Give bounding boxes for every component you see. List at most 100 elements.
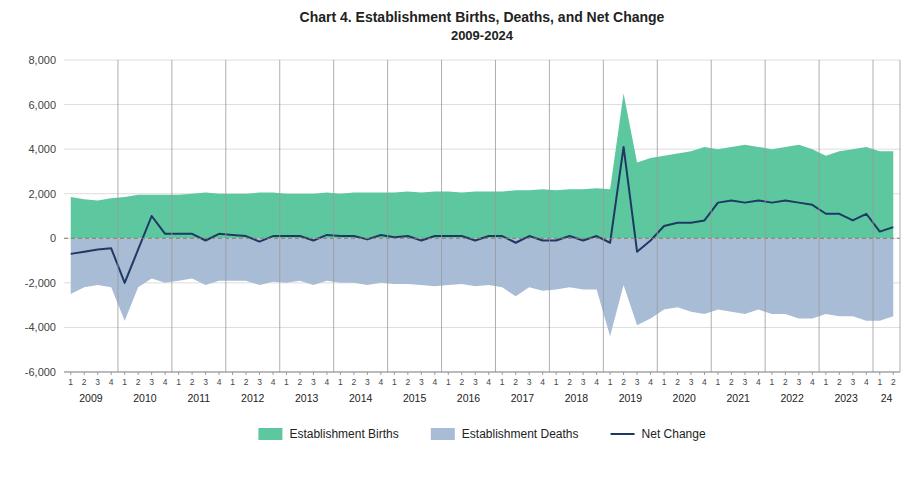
zero-line <box>64 238 900 239</box>
x-tick-label: 2 <box>136 377 141 387</box>
x-tick <box>488 372 489 375</box>
x-tick <box>569 372 570 375</box>
x-tick-label: 4 <box>810 377 815 387</box>
x-tick-label: 1 <box>823 377 828 387</box>
x-tick <box>717 372 718 375</box>
x-tick <box>461 372 462 375</box>
x-tick <box>138 372 139 375</box>
y-tick-label: 4,000 <box>28 143 56 155</box>
x-tick <box>542 372 543 375</box>
x-tick-label: 3 <box>311 377 316 387</box>
legend-label: Establishment Births <box>289 427 398 441</box>
group-separator <box>117 60 118 372</box>
group-separator <box>711 60 712 372</box>
x-tick-label: 3 <box>581 377 586 387</box>
group-separator <box>333 60 334 372</box>
x-tick <box>394 372 395 375</box>
legend-label: Establishment Deaths <box>462 427 579 441</box>
group-label: 2009 <box>79 392 103 404</box>
x-tick <box>677 372 678 375</box>
x-tick <box>664 372 665 375</box>
y-tick-label: 0 <box>50 232 56 244</box>
x-tick <box>421 372 422 375</box>
x-tick <box>744 372 745 375</box>
x-tick <box>192 372 193 375</box>
x-tick-label: 2 <box>298 377 303 387</box>
x-tick <box>448 372 449 375</box>
x-tick-label: 1 <box>500 377 505 387</box>
x-tick <box>610 372 611 375</box>
group-label: 2021 <box>727 392 751 404</box>
x-tick-label: 1 <box>662 377 667 387</box>
x-tick-label: 4 <box>109 377 114 387</box>
x-tick <box>205 372 206 375</box>
y-grid <box>64 60 900 372</box>
x-tick <box>771 372 772 375</box>
x-tick-label: 1 <box>176 377 181 387</box>
x-tick-label: 2 <box>783 377 788 387</box>
x-tick-label: 2 <box>405 377 410 387</box>
legend-swatch <box>431 428 455 440</box>
x-tick-label: 4 <box>864 377 869 387</box>
x-tick <box>299 372 300 375</box>
x-tick <box>812 372 813 375</box>
x-tick-label: 4 <box>486 377 491 387</box>
x-tick-label: 2 <box>837 377 842 387</box>
x-tick <box>623 372 624 375</box>
x-tick-label: 3 <box>257 377 262 387</box>
x-tick-label: 4 <box>432 377 437 387</box>
x-tick <box>165 372 166 375</box>
x-tick-label: 1 <box>122 377 127 387</box>
x-tick-label: 1 <box>877 377 882 387</box>
x-tick-label: 1 <box>68 377 73 387</box>
x-tick <box>340 372 341 375</box>
group-label: 2022 <box>780 392 804 404</box>
x-tick <box>475 372 476 375</box>
group-separator <box>873 60 874 372</box>
x-tick <box>97 372 98 375</box>
x-tick-label: 1 <box>716 377 721 387</box>
x-tick-label: 3 <box>850 377 855 387</box>
x-tick-label: 3 <box>743 377 748 387</box>
legend: Establishment Births Establishment Deaths… <box>258 427 705 441</box>
x-tick <box>785 372 786 375</box>
x-tick <box>232 372 233 375</box>
x-tick-label: 2 <box>82 377 87 387</box>
x-tick <box>313 372 314 375</box>
group-separator <box>603 60 604 372</box>
chart: Chart 4. Establishment Births, Deaths, a… <box>0 0 915 494</box>
x-tick-label: 4 <box>325 377 330 387</box>
x-tick-label: 2 <box>675 377 680 387</box>
x-tick <box>637 372 638 375</box>
x-tick <box>124 372 125 375</box>
x-tick <box>866 372 867 375</box>
legend-swatch <box>258 428 282 440</box>
x-tick-label: 1 <box>392 377 397 387</box>
x-tick-label: 2 <box>459 377 464 387</box>
group-separator <box>387 60 388 372</box>
x-tick-label: 1 <box>338 377 343 387</box>
x-tick <box>111 372 112 375</box>
x-tick-label: 4 <box>271 377 276 387</box>
group-label: 2018 <box>565 392 589 404</box>
x-tick-label: 4 <box>540 377 545 387</box>
grid-line <box>64 60 900 61</box>
group-separator <box>171 60 172 372</box>
x-tick <box>596 372 597 375</box>
group-separator <box>657 60 658 372</box>
y-tick-label: -2,000 <box>25 277 56 289</box>
group-separator <box>549 60 550 372</box>
group-label: 2017 <box>511 392 535 404</box>
y-tick-label: -6,000 <box>25 366 56 378</box>
x-tick-label: 3 <box>527 377 532 387</box>
x-tick-label: 1 <box>284 377 289 387</box>
x-tick <box>825 372 826 375</box>
grid-line <box>64 104 900 105</box>
x-tick <box>151 372 152 375</box>
x-tick-label: 2 <box>729 377 734 387</box>
x-tick <box>731 372 732 375</box>
grid-line <box>64 372 900 373</box>
legend-item: Establishment Deaths <box>431 427 579 441</box>
y-tick-label: 8,000 <box>28 54 56 66</box>
x-tick <box>839 372 840 375</box>
